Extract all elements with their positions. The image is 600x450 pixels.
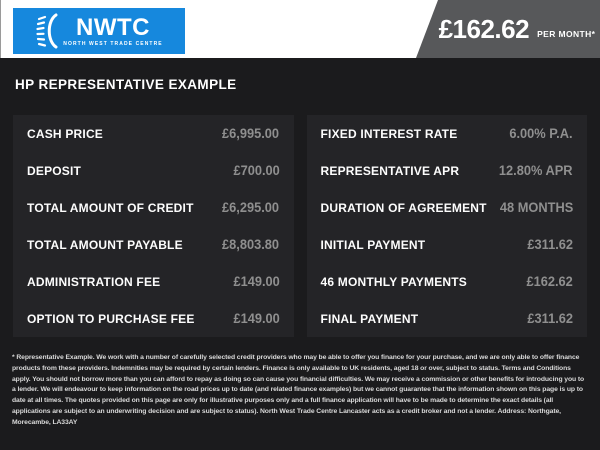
finance-row: CASH PRICE £6,995.00 [13,115,294,152]
finance-row-label: FIXED INTEREST RATE [320,126,458,141]
finance-row-label: OPTION TO PURCHASE FEE [27,311,195,326]
finance-row-value: 12.80% APR [499,163,573,178]
nwtc-logo: NWTC NORTH WEST TRADE CENTRE [13,8,185,54]
finance-row-label: DEPOSIT [27,163,82,178]
disclaimer-text: * Representative Example. We work with a… [12,354,585,426]
finance-row: DEPOSIT £700.00 [13,152,294,189]
tire-icon [36,13,58,49]
logo-name: NWTC [76,13,150,41]
logo-text-block: NWTC NORTH WEST TRADE CENTRE [63,13,163,47]
finance-row: INITIAL PAYMENT £311.62 [307,226,588,263]
finance-row-label: DURATION OF AGREEMENT [320,200,487,215]
finance-row-value: 6.00% P.A. [509,126,573,141]
finance-row-value: £6,995.00 [222,126,280,141]
finance-row-label: TOTAL AMOUNT PAYABLE [27,237,183,252]
finance-row-value: £8,803.80 [222,237,280,252]
finance-panel-right: FIXED INTEREST RATE 6.00% P.A. REPRESENT… [306,115,588,337]
finance-row-value: £162.62 [526,274,573,289]
monthly-price-badge: £162.62 PER MONTH* [416,0,600,58]
finance-row-value: £149.00 [233,311,280,326]
finance-row-label: 46 MONTHLY PAYMENTS [320,274,468,289]
finance-row: OPTION TO PURCHASE FEE £149.00 [13,300,294,337]
finance-row: REPRESENTATIVE APR 12.80% APR [307,152,588,189]
finance-row-label: FINAL PAYMENT [320,311,419,326]
finance-row-value: £311.62 [527,311,573,326]
finance-row: 46 MONTHLY PAYMENTS £162.62 [307,263,588,300]
finance-row: ADMINISTRATION FEE £149.00 [13,263,294,300]
finance-row-label: CASH PRICE [27,126,104,141]
finance-row-value: £311.62 [527,237,573,252]
monthly-price: £162.62 [438,13,530,44]
finance-row: TOTAL AMOUNT OF CREDIT £6,295.00 [13,189,294,226]
finance-row-value: £6,295.00 [222,200,280,215]
finance-row: FIXED INTEREST RATE 6.00% P.A. [307,115,588,152]
finance-row-value: £700.00 [233,163,280,178]
finance-row-label: TOTAL AMOUNT OF CREDIT [27,200,194,215]
finance-row: DURATION OF AGREEMENT 48 MONTHS [307,189,588,226]
logo-subtitle: NORTH WEST TRADE CENTRE [63,40,163,47]
finance-row: FINAL PAYMENT £311.62 [307,300,588,337]
finance-panels: CASH PRICE £6,995.00 DEPOSIT £700.00 TOT… [13,115,587,337]
header-bar: NWTC NORTH WEST TRADE CENTRE £162.62 PER… [0,0,600,58]
finance-row-label: INITIAL PAYMENT [320,237,426,252]
finance-row-value: £149.00 [233,274,280,289]
finance-row: TOTAL AMOUNT PAYABLE £8,803.80 [13,226,294,263]
finance-row-value: 48 MONTHS [499,200,573,215]
finance-row-label: REPRESENTATIVE APR [320,163,460,178]
section-title: HP REPRESENTATIVE EXAMPLE [15,77,237,92]
per-month-label: PER MONTH* [537,28,596,39]
finance-row-label: ADMINISTRATION FEE [27,274,161,289]
finance-panel-left: CASH PRICE £6,995.00 DEPOSIT £700.00 TOT… [13,115,294,337]
